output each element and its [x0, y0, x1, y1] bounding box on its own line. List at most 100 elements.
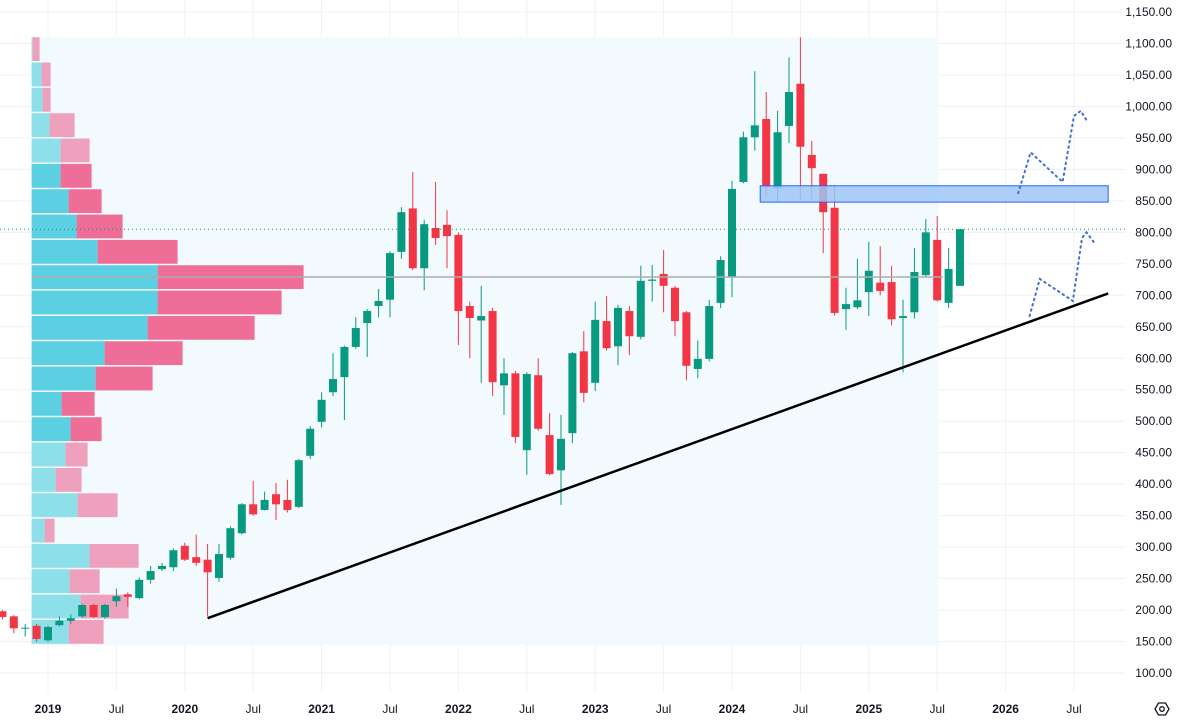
- candle[interactable]: [534, 358, 543, 431]
- candle[interactable]: [830, 185, 839, 316]
- candle[interactable]: [956, 229, 964, 286]
- candle[interactable]: [682, 311, 691, 381]
- candle[interactable]: [306, 426, 315, 459]
- candle[interactable]: [101, 603, 109, 619]
- candle[interactable]: [887, 265, 896, 326]
- candle[interactable]: [500, 358, 508, 415]
- trendline[interactable]: [207, 292, 1109, 620]
- candle[interactable]: [397, 207, 406, 259]
- candle[interactable]: [876, 246, 885, 296]
- candle[interactable]: [614, 304, 622, 366]
- candle[interactable]: [693, 340, 702, 379]
- candle[interactable]: [921, 219, 930, 277]
- candle[interactable]: [511, 370, 520, 444]
- candle[interactable]: [112, 588, 121, 607]
- candle[interactable]: [864, 241, 873, 317]
- time-axis[interactable]: 2019 Jul 2020 Jul 2021 Jul 2022 Jul 2023 Jul 2024 J…: [35, 702, 1082, 716]
- candle[interactable]: [226, 526, 235, 560]
- candle[interactable]: [32, 623, 41, 642]
- candle[interactable]: [739, 131, 748, 184]
- candle[interactable]: [933, 215, 942, 302]
- candle[interactable]: [465, 301, 474, 359]
- candle[interactable]: [89, 603, 98, 619]
- candle[interactable]: [944, 248, 953, 308]
- profile-bar-up: [31, 163, 61, 188]
- candle-body: [66, 618, 75, 621]
- candle[interactable]: [636, 265, 645, 340]
- candle[interactable]: [705, 299, 714, 362]
- candle[interactable]: [78, 603, 87, 618]
- candle[interactable]: [55, 616, 64, 627]
- candle[interactable]: [671, 285, 679, 337]
- candle[interactable]: [0, 610, 7, 620]
- candle[interactable]: [579, 331, 588, 403]
- candle[interactable]: [66, 614, 75, 624]
- candle[interactable]: [522, 372, 531, 475]
- candle[interactable]: [750, 71, 759, 151]
- candle[interactable]: [545, 413, 554, 476]
- candle-body: [169, 550, 178, 568]
- candle[interactable]: [180, 542, 189, 561]
- candle[interactable]: [215, 543, 223, 582]
- candle[interactable]: [899, 299, 907, 373]
- candle[interactable]: [260, 491, 269, 511]
- candle[interactable]: [374, 289, 383, 318]
- candle[interactable]: [283, 479, 292, 513]
- candle[interactable]: [910, 248, 919, 319]
- settings-icon[interactable]: [1154, 702, 1170, 716]
- candle-body: [636, 280, 645, 337]
- candle[interactable]: [488, 307, 497, 397]
- candle[interactable]: [785, 57, 793, 143]
- candle[interactable]: [340, 345, 349, 420]
- candle[interactable]: [44, 625, 52, 642]
- candle-body: [739, 137, 748, 182]
- candle[interactable]: [317, 392, 326, 428]
- candle[interactable]: [169, 548, 178, 572]
- candle-body: [671, 287, 679, 322]
- candle[interactable]: [294, 458, 303, 509]
- candle[interactable]: [135, 577, 144, 600]
- price-tick-label: 450.00: [1135, 446, 1172, 460]
- candle[interactable]: [625, 306, 634, 356]
- resistance-zone[interactable]: [759, 185, 1109, 203]
- candle[interactable]: [146, 565, 155, 584]
- projection-paths[interactable]: [1017, 109, 1096, 318]
- price-axis[interactable]: 100.00 150.00 200.00 250.00 300.00 350.00 400.…: [1125, 5, 1172, 680]
- candle[interactable]: [762, 91, 771, 198]
- candle[interactable]: [568, 351, 577, 444]
- candle[interactable]: [591, 301, 600, 391]
- candle[interactable]: [796, 37, 805, 201]
- candle[interactable]: [9, 615, 18, 634]
- candle[interactable]: [602, 295, 611, 351]
- candle[interactable]: [431, 181, 440, 245]
- candle-body: [329, 379, 337, 393]
- candle[interactable]: [853, 258, 862, 310]
- candle[interactable]: [272, 482, 280, 521]
- candle-body: [0, 611, 7, 617]
- candle[interactable]: [351, 317, 360, 349]
- candle-body: [693, 358, 702, 369]
- profile-bar-up: [31, 417, 71, 442]
- candle[interactable]: [454, 232, 463, 346]
- candle[interactable]: [203, 543, 212, 617]
- candle[interactable]: [249, 481, 258, 516]
- candle[interactable]: [420, 219, 429, 291]
- candle[interactable]: [123, 592, 132, 607]
- candle[interactable]: [443, 210, 451, 269]
- candle[interactable]: [842, 287, 850, 330]
- candle[interactable]: [158, 562, 166, 572]
- candle[interactable]: [408, 171, 417, 271]
- candle[interactable]: [477, 285, 486, 383]
- projection-arrow[interactable]: [1028, 230, 1096, 318]
- candle[interactable]: [648, 265, 657, 302]
- candle[interactable]: [237, 503, 246, 535]
- candle[interactable]: [716, 256, 725, 308]
- candle[interactable]: [192, 534, 201, 566]
- projection-arrow[interactable]: [1017, 109, 1089, 195]
- candle[interactable]: [329, 353, 337, 397]
- price-tick-label: 950.00: [1135, 131, 1172, 145]
- candle[interactable]: [21, 623, 30, 637]
- candle[interactable]: [363, 309, 372, 357]
- candle[interactable]: [659, 249, 668, 313]
